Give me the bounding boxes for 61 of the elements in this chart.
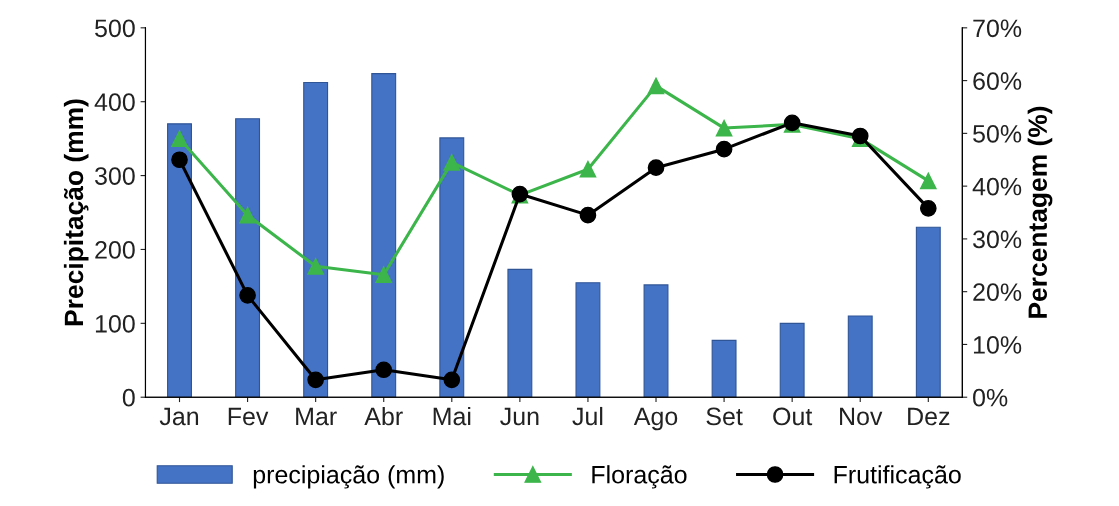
point bbox=[919, 172, 937, 190]
x-tick-label: Fev bbox=[228, 407, 269, 426]
y-tick-label: 400 bbox=[94, 93, 135, 112]
legend-label: precipiação (mm) bbox=[253, 465, 444, 489]
y-tick-label: 500 bbox=[95, 19, 135, 38]
y2-tick-label: 20% bbox=[973, 283, 1022, 301]
bar bbox=[167, 123, 192, 398]
point bbox=[443, 371, 461, 389]
point bbox=[375, 266, 393, 284]
x-tick-label: Jun bbox=[500, 407, 539, 426]
y2-tick-label: 60% bbox=[973, 72, 1022, 90]
y2-tick-label: 70% bbox=[973, 19, 1022, 38]
x-tick-label: Jul bbox=[572, 406, 603, 426]
y2-tick-label: 0% bbox=[973, 388, 1008, 407]
x-tick-label: Abr bbox=[364, 406, 403, 426]
point bbox=[919, 199, 937, 217]
point bbox=[715, 140, 733, 158]
bar bbox=[235, 118, 261, 398]
x-tick-label: Jan bbox=[159, 407, 199, 426]
point bbox=[579, 206, 597, 224]
legend-label: Floração bbox=[592, 465, 687, 489]
point bbox=[171, 151, 188, 169]
x-tick-label: Nov bbox=[840, 407, 883, 426]
x-tick-label: Dez bbox=[908, 407, 950, 426]
x-tick-label: Ago bbox=[633, 407, 678, 431]
bar bbox=[643, 284, 669, 398]
point bbox=[239, 287, 256, 304]
bar bbox=[779, 322, 805, 398]
point bbox=[647, 77, 665, 95]
point bbox=[375, 361, 393, 379]
point bbox=[579, 160, 597, 178]
x-tick-label: Set bbox=[706, 407, 743, 426]
y2-tick-label: 30% bbox=[973, 230, 1022, 249]
point bbox=[307, 371, 324, 389]
point bbox=[307, 258, 324, 275]
y-tick-label: 200 bbox=[95, 241, 135, 259]
bar bbox=[507, 268, 533, 398]
point bbox=[443, 154, 461, 171]
y-tick-label: 300 bbox=[94, 167, 135, 185]
x-tick-label: Out bbox=[773, 407, 813, 426]
y-tick-label: 0 bbox=[122, 388, 135, 407]
y2-tick-label: 40% bbox=[972, 177, 1022, 196]
x-tick-label: Mar bbox=[296, 407, 337, 426]
y-tick-label: 100 bbox=[95, 314, 135, 333]
y-axis-title: Precipitação (mm) bbox=[63, 99, 89, 326]
bar bbox=[915, 226, 941, 398]
point bbox=[715, 119, 733, 137]
x-tick-label: Mai bbox=[433, 406, 471, 426]
point bbox=[239, 206, 256, 224]
bar bbox=[575, 282, 601, 398]
y2-tick-label: 10% bbox=[973, 336, 1022, 354]
y2-tick-label: 50% bbox=[973, 124, 1022, 143]
bar bbox=[303, 81, 329, 398]
legend-label: Frutificação bbox=[834, 465, 961, 489]
point bbox=[171, 130, 188, 147]
y2-axis-title: Percentagem (%) bbox=[1027, 106, 1053, 318]
bar bbox=[371, 73, 397, 398]
point bbox=[647, 159, 665, 177]
bar bbox=[439, 137, 465, 398]
bar bbox=[711, 339, 737, 398]
bar bbox=[847, 315, 873, 398]
